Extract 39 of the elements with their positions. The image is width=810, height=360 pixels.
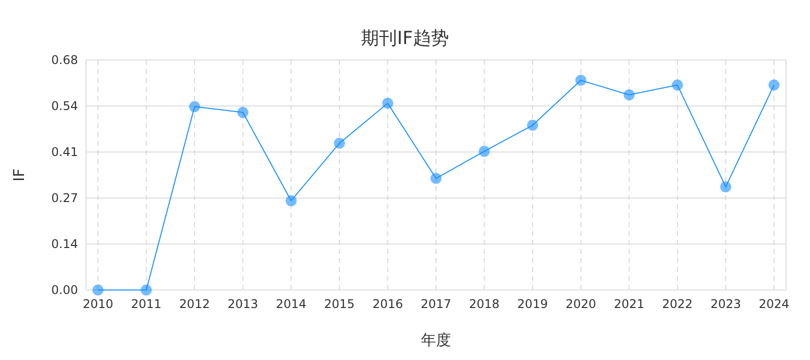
x-tick-label: 2019 [517,297,548,311]
point [768,80,780,91]
point [624,89,635,100]
x-tick-label: 2015 [324,297,355,311]
x-tick-label: 2013 [228,297,258,311]
point [189,101,200,112]
x-tick-label: 2012 [179,297,210,311]
y-tick-label: 0.00 [51,283,78,297]
point [92,284,104,296]
point [334,138,345,149]
x-axis-title: 年度 [421,331,451,349]
x-tick-label: 2011 [131,297,162,311]
y-tick-label: 0.68 [51,53,78,67]
point [237,106,248,118]
point [430,172,442,184]
x-tick-label: 2018 [469,297,500,311]
point [140,284,152,296]
x-tick-label: 2022 [662,297,693,311]
x-tick-label: 2021 [614,297,644,311]
y-tick-label: 0.41 [51,145,78,159]
x-tick-label: 2024 [758,297,790,311]
point [575,74,586,86]
x-tick-label: 2017 [420,297,452,311]
chart-title: 期刊IF趋势 [361,28,449,49]
x-tick-label: 2023 [710,297,741,311]
point [286,195,297,206]
point [527,120,538,131]
x-tick-label: 2010 [82,297,114,311]
point [478,146,490,157]
point [382,98,394,109]
x-tick-label: 2020 [566,297,596,311]
point [720,181,732,192]
x-tick-label: 2016 [372,297,403,311]
y-tick-label: 0.27 [51,191,78,205]
point [672,80,683,91]
y-axis-title: IF [10,168,28,182]
y-tick-label: 0.54 [51,99,78,113]
x-tick-label: 2014 [276,297,306,311]
y-tick-label: 0.14 [51,237,78,251]
